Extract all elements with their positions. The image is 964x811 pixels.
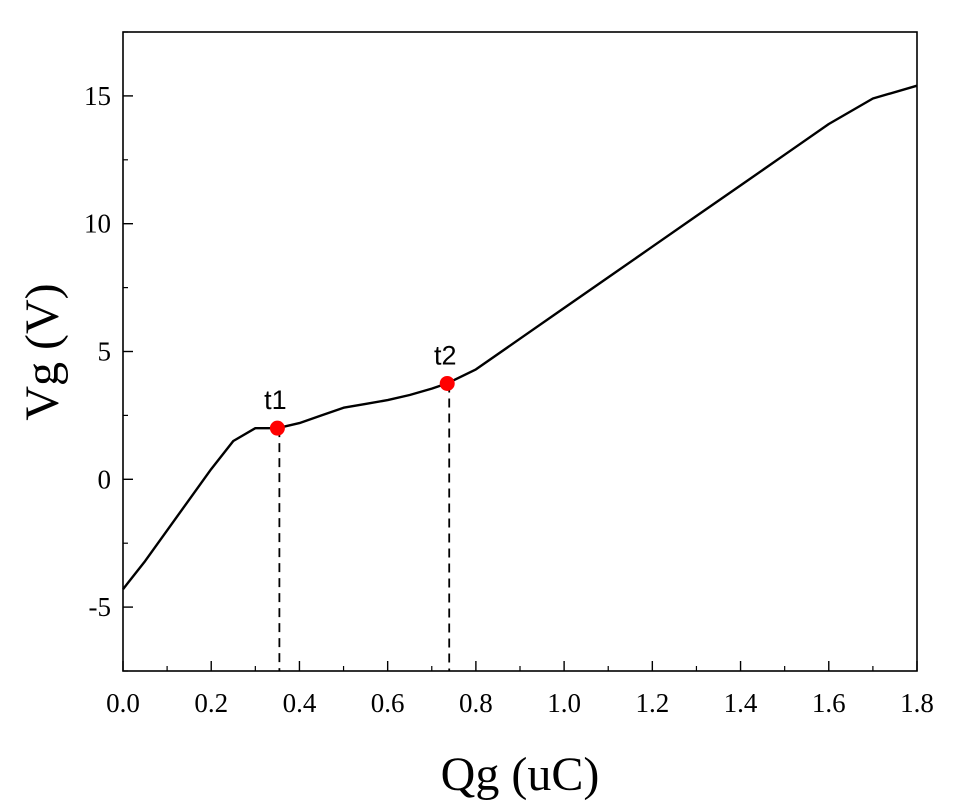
marker-point — [269, 420, 285, 436]
drop-guides — [278, 383, 451, 671]
marker-label: t2 — [434, 340, 457, 370]
x-tick-label: 0.8 — [459, 688, 493, 718]
y-tick-label: 15 — [84, 81, 111, 111]
x-tick-label: 1.6 — [812, 688, 846, 718]
y-axis-title: Vg (V) — [16, 283, 69, 420]
series — [122, 84, 918, 590]
plot-frame — [122, 31, 918, 672]
x-tick-label: 1.4 — [724, 688, 758, 718]
x-tick-label: 1.0 — [547, 688, 581, 718]
x-tick-label: 0.0 — [106, 688, 140, 718]
x-tick-label: 0.2 — [194, 688, 228, 718]
markers: t1 t2 — [264, 340, 457, 436]
x-tick-label: 1.8 — [900, 688, 934, 718]
x-tick-label: 1.2 — [635, 688, 669, 718]
x-axis-title: Qg (uC) — [441, 748, 600, 801]
ticks: 0.0 0.2 0.4 0.6 0.8 1.0 1.2 1.4 1.6 1.8 -5 0 5 10 15 — [84, 31, 934, 718]
y-tick-label: 5 — [98, 337, 112, 367]
axes — [122, 31, 918, 672]
y-tick-label: -5 — [89, 592, 112, 622]
y-tick-label: 10 — [84, 209, 111, 239]
y-tick-label: 0 — [98, 464, 112, 494]
series-line — [122, 84, 918, 590]
marker-point — [439, 375, 455, 391]
marker-label: t1 — [264, 385, 287, 415]
x-tick-label: 0.6 — [371, 688, 405, 718]
x-tick-label: 0.4 — [283, 688, 317, 718]
